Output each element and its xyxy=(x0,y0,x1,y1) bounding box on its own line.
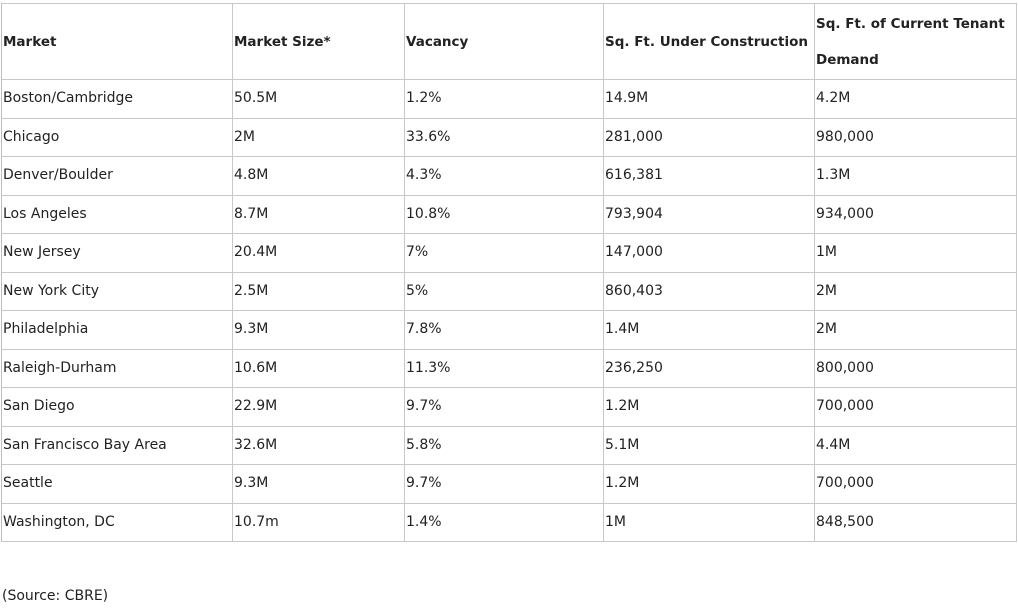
cell-under-construction: 281,000 xyxy=(603,117,815,157)
cell-market-size: 20.4M xyxy=(232,233,405,273)
table-row: Philadelphia 9.3M 7.8% 1.4M 2M xyxy=(1,310,1017,350)
header-market: Market xyxy=(1,3,233,80)
cell-tenant-demand: 934,000 xyxy=(814,194,1017,234)
cell-vacancy: 10.8% xyxy=(404,194,604,234)
cell-under-construction: 5.1M xyxy=(603,425,815,465)
cell-under-construction: 1M xyxy=(603,502,815,542)
cell-tenant-demand: 2M xyxy=(814,310,1017,350)
cell-vacancy: 7% xyxy=(404,233,604,273)
header-sqft-tenant-demand: Sq. Ft. of Current Tenant Demand xyxy=(814,3,1017,80)
market-table: Market Market Size* Vacancy Sq. Ft. Unde… xyxy=(1,3,1017,542)
table-row: Seattle 9.3M 9.7% 1.2M 700,000 xyxy=(1,464,1017,504)
cell-under-construction: 147,000 xyxy=(603,233,815,273)
cell-market: New Jersey xyxy=(1,233,233,273)
cell-market-size: 22.9M xyxy=(232,387,405,427)
cell-market: Raleigh-Durham xyxy=(1,348,233,388)
cell-market: Seattle xyxy=(1,464,233,504)
cell-market-size: 9.3M xyxy=(232,464,405,504)
header-vacancy: Vacancy xyxy=(404,3,604,80)
cell-vacancy: 5.8% xyxy=(404,425,604,465)
cell-under-construction: 1.4M xyxy=(603,310,815,350)
cell-vacancy: 4.3% xyxy=(404,156,604,196)
table-row: New Jersey 20.4M 7% 147,000 1M xyxy=(1,233,1017,273)
table-row: Los Angeles 8.7M 10.8% 793,904 934,000 xyxy=(1,194,1017,234)
table-row: Raleigh-Durham 10.6M 11.3% 236,250 800,0… xyxy=(1,348,1017,388)
cell-vacancy: 9.7% xyxy=(404,387,604,427)
cell-vacancy: 7.8% xyxy=(404,310,604,350)
cell-market: Chicago xyxy=(1,117,233,157)
cell-market: Denver/Boulder xyxy=(1,156,233,196)
cell-market-size: 50.5M xyxy=(232,79,405,119)
cell-market-size: 8.7M xyxy=(232,194,405,234)
cell-market: New York City xyxy=(1,271,233,311)
cell-vacancy: 9.7% xyxy=(404,464,604,504)
table-row: San Diego 22.9M 9.7% 1.2M 700,000 xyxy=(1,387,1017,427)
cell-under-construction: 236,250 xyxy=(603,348,815,388)
cell-market-size: 9.3M xyxy=(232,310,405,350)
cell-vacancy: 11.3% xyxy=(404,348,604,388)
cell-market: Washington, DC xyxy=(1,502,233,542)
cell-market: San Diego xyxy=(1,387,233,427)
cell-market: Philadelphia xyxy=(1,310,233,350)
cell-tenant-demand: 4.4M xyxy=(814,425,1017,465)
cell-tenant-demand: 700,000 xyxy=(814,387,1017,427)
cell-vacancy: 5% xyxy=(404,271,604,311)
cell-under-construction: 860,403 xyxy=(603,271,815,311)
cell-under-construction: 1.2M xyxy=(603,387,815,427)
cell-under-construction: 1.2M xyxy=(603,464,815,504)
cell-market-size: 10.7m xyxy=(232,502,405,542)
cell-tenant-demand: 1.3M xyxy=(814,156,1017,196)
cell-tenant-demand: 2M xyxy=(814,271,1017,311)
cell-market: San Francisco Bay Area xyxy=(1,425,233,465)
cell-market: Boston/Cambridge xyxy=(1,79,233,119)
header-market-size: Market Size* xyxy=(232,3,405,80)
table-row: Washington, DC 10.7m 1.4% 1M 848,500 xyxy=(1,502,1017,542)
cell-vacancy: 1.2% xyxy=(404,79,604,119)
cell-market-size: 2M xyxy=(232,117,405,157)
cell-tenant-demand: 700,000 xyxy=(814,464,1017,504)
cell-vacancy: 33.6% xyxy=(404,117,604,157)
table-body: Boston/Cambridge 50.5M 1.2% 14.9M 4.2M C… xyxy=(1,79,1017,542)
table-row: Denver/Boulder 4.8M 4.3% 616,381 1.3M xyxy=(1,156,1017,196)
cell-under-construction: 793,904 xyxy=(603,194,815,234)
table-header: Market Market Size* Vacancy Sq. Ft. Unde… xyxy=(1,3,1017,80)
cell-under-construction: 14.9M xyxy=(603,79,815,119)
cell-market-size: 10.6M xyxy=(232,348,405,388)
table-row: Boston/Cambridge 50.5M 1.2% 14.9M 4.2M xyxy=(1,79,1017,119)
cell-tenant-demand: 1M xyxy=(814,233,1017,273)
header-sqft-under-construction: Sq. Ft. Under Construction xyxy=(603,3,815,80)
cell-tenant-demand: 848,500 xyxy=(814,502,1017,542)
cell-vacancy: 1.4% xyxy=(404,502,604,542)
table-row: New York City 2.5M 5% 860,403 2M xyxy=(1,271,1017,311)
header-row: Market Market Size* Vacancy Sq. Ft. Unde… xyxy=(1,3,1017,80)
cell-tenant-demand: 980,000 xyxy=(814,117,1017,157)
cell-market-size: 32.6M xyxy=(232,425,405,465)
cell-market: Los Angeles xyxy=(1,194,233,234)
source-note: (Source: CBRE) xyxy=(2,588,109,604)
table-row: Chicago 2M 33.6% 281,000 980,000 xyxy=(1,117,1017,157)
cell-under-construction: 616,381 xyxy=(603,156,815,196)
cell-tenant-demand: 800,000 xyxy=(814,348,1017,388)
cell-tenant-demand: 4.2M xyxy=(814,79,1017,119)
cell-market-size: 2.5M xyxy=(232,271,405,311)
cell-market-size: 4.8M xyxy=(232,156,405,196)
table-row: San Francisco Bay Area 32.6M 5.8% 5.1M 4… xyxy=(1,425,1017,465)
